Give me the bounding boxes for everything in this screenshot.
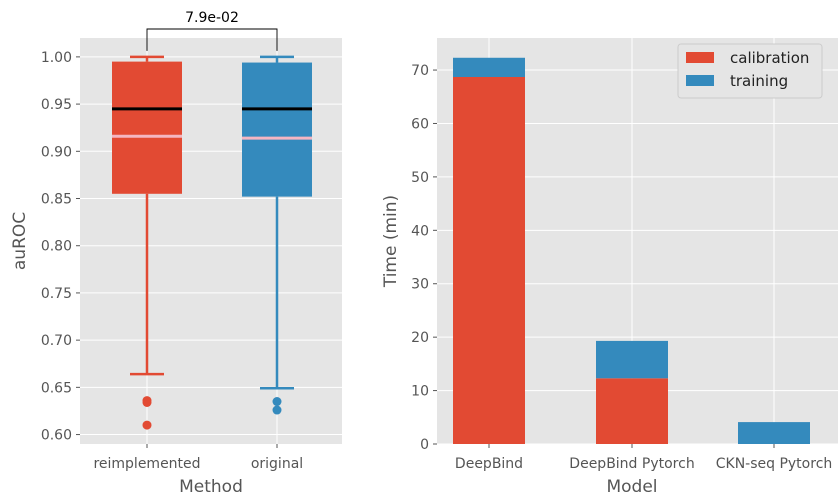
barchart-y-tick-label: 50 [411,170,429,186]
boxplot-x-tick-label: original [251,456,303,472]
barchart-panel: 0 10 20 30 40 50 60 70 DeepBind DeepBind Pytorch… [381,38,838,496]
boxplot-y-tick-label: 0.90 [41,144,72,160]
boxplot-y-tick-label: 0.70 [41,333,72,349]
outlier-point [272,405,282,415]
barchart-y-tick-label: 0 [420,437,429,453]
barchart-x-tick-label: CKN-seq Pytorch [716,456,833,472]
boxplot-y-tick-label: 0.75 [41,286,72,302]
boxplot-y-axis-label: auROC [10,212,30,270]
boxplot-panel: 0.60 0.65 0.70 0.75 0.80 0.85 0.90 0.95 1.00 rei… [10,10,342,496]
boxplot-x-tick-label: reimplemented [93,456,200,472]
barchart-y-tick-label: 40 [411,223,429,239]
boxplot-y-tick-label: 0.95 [41,97,72,113]
boxplot-y-ticks: 0.60 0.65 0.70 0.75 0.80 0.85 0.90 0.95 1.00 [41,50,80,444]
barchart-x-ticks: DeepBind DeepBind Pytorch CKN-seq Pytorch [455,444,832,472]
barchart-x-axis-label: Model [606,477,657,496]
barchart-legend: calibration training [677,43,823,99]
barchart-y-ticks: 0 10 20 30 40 50 60 70 [411,63,437,453]
barchart-bars [453,57,810,444]
legend-swatch-calibration [686,52,714,63]
bar-training [596,340,668,379]
barchart-y-tick-label: 70 [411,63,429,79]
barchart-y-tick-label: 60 [411,116,429,132]
boxplot-y-tick-label: 0.65 [41,380,72,396]
box-iqr [242,62,312,197]
barchart-y-axis-label: Time (min) [381,195,401,288]
boxplot-x-axis-label: Method [179,477,243,496]
legend-label-training: training [730,72,788,90]
boxplot-y-tick-label: 0.80 [41,239,72,255]
bar-calibration [596,378,668,444]
boxplot-y-tick-label: 0.85 [41,192,72,208]
box-iqr [112,61,182,194]
outlier-point [142,420,152,430]
barchart-y-tick-label: 20 [411,330,429,346]
bar-training [738,422,810,444]
bar-calibration [453,76,525,444]
legend-label-calibration: calibration [730,49,809,67]
annotation-pvalue: 7.9e-02 [185,10,239,26]
significance-annotation: 7.9e-02 [146,10,278,51]
barchart-y-tick-label: 10 [411,384,429,400]
boxplot-x-ticks: reimplemented original [93,444,303,472]
barchart-x-tick-label: DeepBind Pytorch [569,456,694,472]
annotation-bracket [146,28,278,51]
boxplot-y-tick-label: 0.60 [41,428,72,444]
boxplot-y-tick-label: 1.00 [41,50,72,66]
legend-swatch-training [686,75,714,86]
outlier-point [142,397,152,407]
barchart-x-tick-label: DeepBind [455,456,523,472]
boxplot-marks [112,55,312,430]
bar-training [453,57,525,77]
barchart-y-tick-label: 30 [411,277,429,293]
outlier-point [272,397,282,407]
